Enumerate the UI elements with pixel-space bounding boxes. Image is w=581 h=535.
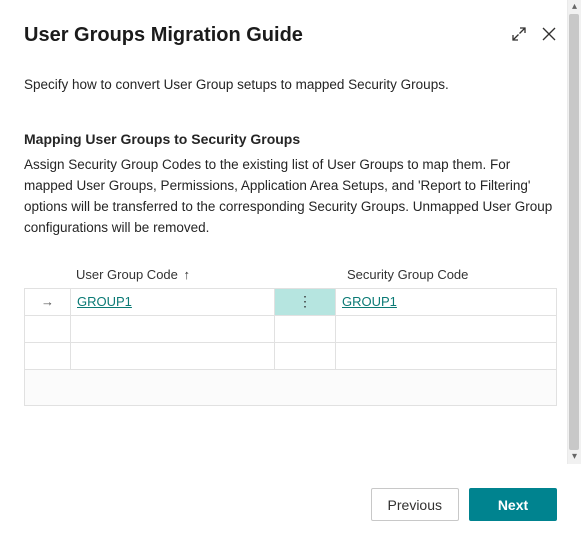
close-icon[interactable]	[541, 26, 557, 42]
grid: → GROUP1 ⋮ GROUP1	[24, 288, 557, 370]
table-row[interactable]	[25, 315, 557, 342]
intro-text: Specify how to convert User Group setups…	[24, 75, 557, 95]
previous-button[interactable]: Previous	[371, 488, 459, 521]
row-actions-cell[interactable]	[275, 315, 336, 342]
section-body: Assign Security Group Codes to the exist…	[24, 155, 557, 239]
col-security-group-code[interactable]: Security Group Code	[335, 267, 557, 282]
more-actions-icon[interactable]: ⋮	[298, 294, 312, 308]
dialog-header: User Groups Migration Guide	[24, 24, 557, 47]
scroll-down-icon[interactable]: ▾	[568, 450, 581, 464]
vertical-scrollbar[interactable]: ▴ ▾	[567, 0, 581, 464]
migration-dialog: User Groups Migration Guide Specify how …	[0, 0, 581, 535]
grid-filler	[24, 370, 557, 406]
scroll-up-icon[interactable]: ▴	[568, 0, 581, 14]
security-group-cell[interactable]	[336, 315, 557, 342]
dialog-footer: Previous Next	[371, 488, 557, 521]
table-row[interactable]	[25, 342, 557, 369]
table-row[interactable]: → GROUP1 ⋮ GROUP1	[25, 288, 557, 315]
user-group-link[interactable]: GROUP1	[77, 294, 132, 309]
row-selector-icon[interactable]: →	[25, 288, 71, 315]
row-actions-cell[interactable]: ⋮	[275, 288, 336, 315]
security-group-link[interactable]: GROUP1	[342, 294, 397, 309]
next-button[interactable]: Next	[469, 488, 557, 521]
security-group-cell[interactable]	[336, 342, 557, 369]
user-group-cell[interactable]	[71, 342, 275, 369]
col-user-group-code[interactable]: User Group Code ↑	[70, 267, 274, 282]
mapping-table: User Group Code ↑ Security Group Code → …	[24, 267, 557, 406]
column-headers: User Group Code ↑ Security Group Code	[24, 267, 557, 288]
row-actions-cell[interactable]	[275, 342, 336, 369]
scroll-thumb[interactable]	[569, 14, 579, 450]
dialog-title: User Groups Migration Guide	[24, 24, 303, 47]
section-title: Mapping User Groups to Security Groups	[24, 131, 557, 147]
sort-asc-icon: ↑	[184, 267, 191, 282]
expand-icon[interactable]	[511, 26, 527, 42]
user-group-cell[interactable]	[71, 315, 275, 342]
header-actions	[511, 26, 557, 42]
